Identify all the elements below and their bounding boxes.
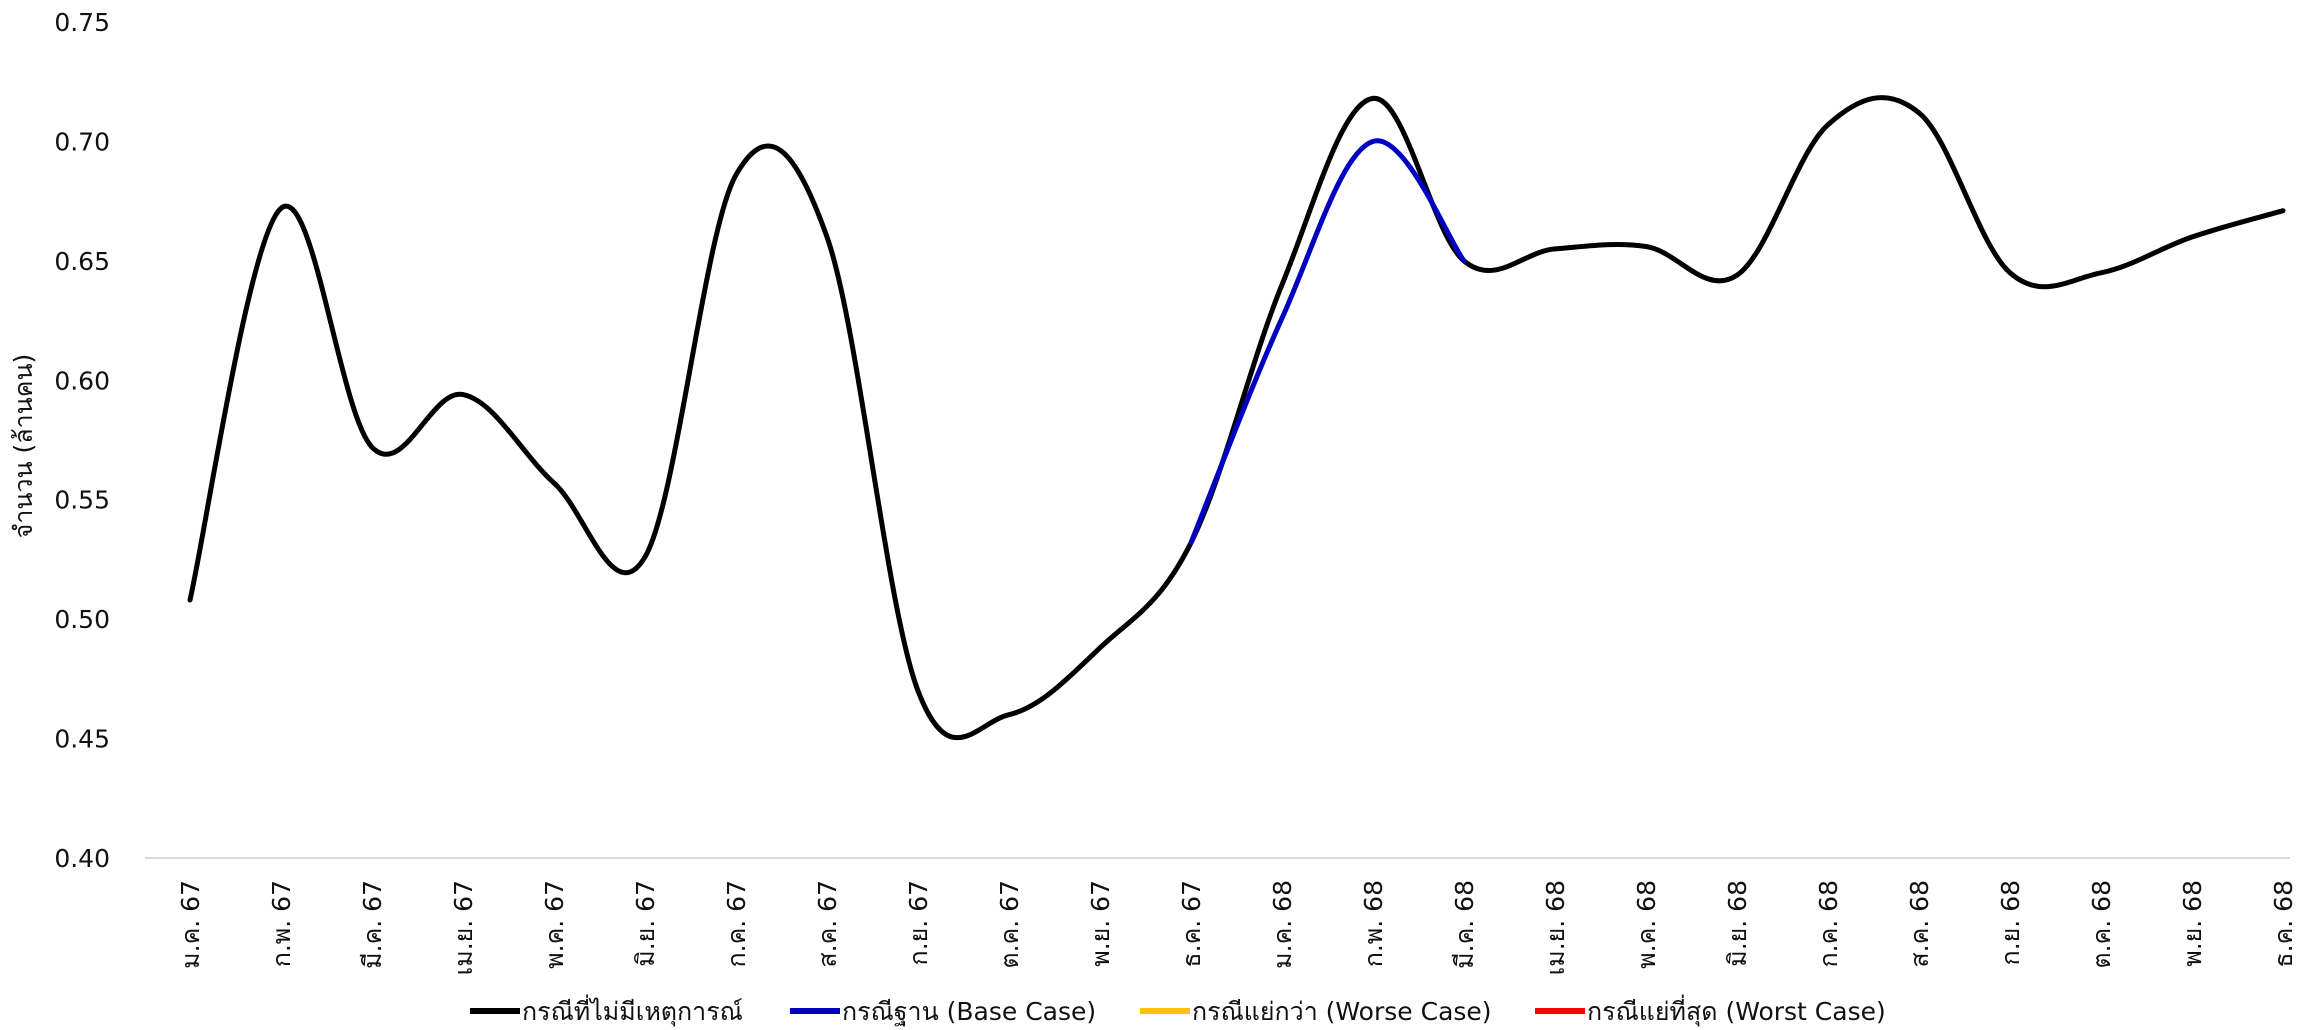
legend: กรณีที่ไม่มีเหตุการณ์ กรณีฐาน (Base Case)… [470,994,1886,1027]
x-tick-label: มี.ค. 67 [358,880,387,969]
y-tick-label: 0.60 [54,366,110,395]
y-tick-label: 0.70 [54,127,110,156]
y-tick-label: 0.75 [54,8,110,37]
x-tick-label: เม.ย. 67 [449,880,478,975]
x-axis: ม.ค. 67 ก.พ. 67 มี.ค. 67 เม.ย. 67 พ.ค. 67 มิ.… [176,880,2298,975]
x-tick-label: ก.ค. 68 [1814,880,1843,968]
x-tick-label: ม.ค. 67 [176,880,205,969]
x-tick-label: ธ.ค. 68 [2269,880,2298,968]
x-tick-label: ต.ค. 68 [2087,880,2116,969]
x-tick-label: มิ.ย. 67 [631,880,660,967]
x-tick-label: พ.ย. 68 [2178,880,2207,967]
x-tick-label: ก.ย. 67 [904,880,933,965]
x-tick-label: ก.ย. 68 [1996,880,2025,965]
series-line [187,95,2286,741]
y-axis: 0.40 0.45 0.50 0.55 0.60 0.65 0.70 0.75 [54,8,110,873]
y-tick-label: 0.55 [54,486,110,515]
series-line [1188,138,1467,546]
y-tick-label: 0.50 [54,605,110,634]
legend-label: กรณีที่ไม่มีเหตุการณ์ [522,994,743,1027]
series-layer [187,95,2286,741]
legend-label: กรณีแย่กว่า (Worse Case) [1192,997,1492,1026]
x-tick-label: พ.ค. 68 [1632,880,1661,969]
legend-label: กรณีแย่ที่สุด (Worst Case) [1587,994,1886,1027]
x-tick-label: พ.ค. 67 [540,880,569,969]
y-tick-label: 0.40 [54,844,110,873]
legend-label: กรณีฐาน (Base Case) [842,997,1096,1026]
x-tick-label: ต.ค. 67 [995,880,1024,969]
x-tick-label: ธ.ค. 67 [1177,880,1206,968]
x-tick-label: ม.ค. 68 [1268,880,1297,969]
x-tick-label: ก.พ. 68 [1359,880,1388,967]
y-axis-title: จำนวน (ล้านคน) [9,354,38,539]
x-tick-label: มิ.ย. 68 [1723,880,1752,967]
x-tick-label: พ.ย. 67 [1086,880,1115,967]
x-tick-label: มี.ค. 68 [1450,880,1479,969]
x-tick-label: ก.พ. 67 [267,880,296,967]
x-tick-label: เม.ย. 68 [1541,880,1570,975]
y-tick-label: 0.45 [54,725,110,754]
x-tick-label: ส.ค. 67 [813,880,842,968]
x-tick-label: ก.ค. 67 [722,880,751,968]
x-tick-label: ส.ค. 68 [1905,880,1934,968]
y-tick-label: 0.65 [54,247,110,276]
